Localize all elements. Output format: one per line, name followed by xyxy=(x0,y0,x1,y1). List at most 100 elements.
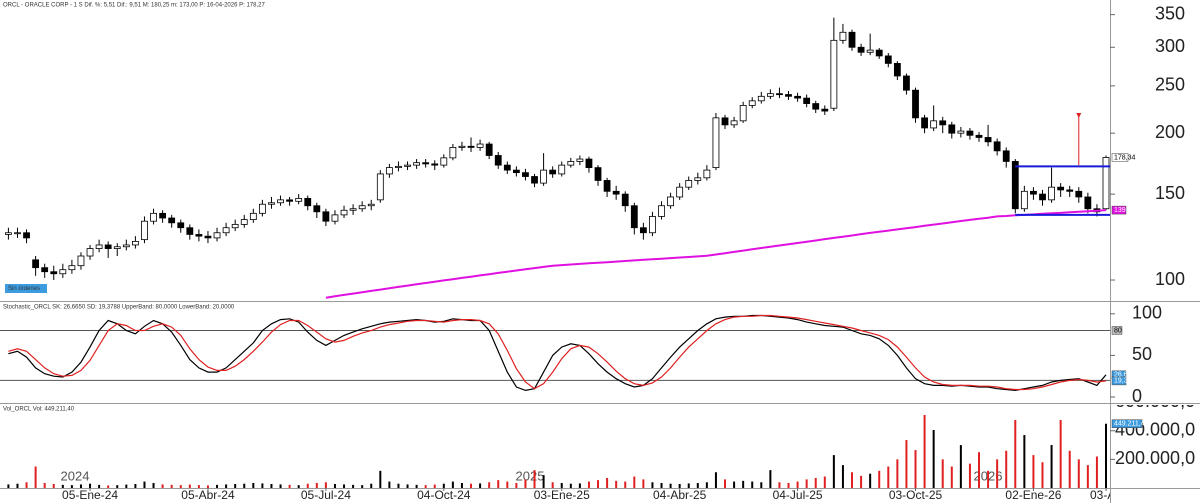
candle-body xyxy=(258,203,266,214)
volume-bar xyxy=(787,482,790,488)
volume-bar xyxy=(524,479,527,488)
volume-bar xyxy=(1105,423,1107,488)
badge-text: Sin órdenes xyxy=(8,286,40,292)
volume-bar xyxy=(479,483,482,488)
candle-body xyxy=(1066,189,1074,192)
candle-body xyxy=(295,198,303,202)
candle-body xyxy=(503,164,511,171)
badge xyxy=(5,284,47,293)
volume-bar xyxy=(696,482,699,488)
candle-body xyxy=(884,55,892,64)
volume-bar xyxy=(288,484,291,488)
candle-body xyxy=(449,147,457,159)
period-label: 2025 xyxy=(516,468,545,483)
y-tick-label: 250 xyxy=(1155,75,1185,95)
candle-body xyxy=(32,259,40,269)
candle-body xyxy=(667,196,674,207)
volume-bar xyxy=(143,481,146,488)
volume-bar xyxy=(324,482,327,488)
volume-bar xyxy=(107,485,110,488)
volume-bar xyxy=(433,484,436,488)
y-tick-label: 350 xyxy=(1155,3,1185,23)
candle-body xyxy=(422,162,430,165)
candle-body xyxy=(204,235,212,239)
volume-bar xyxy=(415,484,418,488)
volume-bar xyxy=(841,465,844,488)
volume-bar xyxy=(1032,455,1035,488)
volume-bar xyxy=(542,475,545,488)
x-tick-label: 05-Abr-24 xyxy=(181,488,235,502)
volume-bar xyxy=(733,481,736,488)
volume-bar xyxy=(624,481,627,488)
volume-bar xyxy=(406,484,409,488)
candle-body xyxy=(177,222,185,229)
date-axis: 05-Ene-24 05-Abr-24 05-Jul-24 04-Oct-24 03-E… xyxy=(62,488,1110,502)
volume-bar xyxy=(361,485,364,488)
candle-body xyxy=(1048,186,1055,201)
candle-body xyxy=(41,267,49,273)
volume-bar xyxy=(451,481,454,488)
candle-body xyxy=(5,232,12,235)
volume-bar xyxy=(1014,420,1017,488)
candle-body xyxy=(458,145,466,148)
volume-value-label-box xyxy=(1111,419,1143,428)
volume-bar xyxy=(179,485,182,488)
candle-body xyxy=(404,164,411,167)
volume-bar xyxy=(370,483,373,488)
volume-bar xyxy=(896,459,899,488)
candle-body xyxy=(395,165,402,169)
volume-bar xyxy=(379,470,382,488)
candle-body xyxy=(376,173,384,201)
volume-bar xyxy=(497,480,500,488)
candle-body xyxy=(131,240,139,246)
candle-body xyxy=(59,269,67,275)
volume-bar xyxy=(79,484,82,488)
candle-body xyxy=(186,227,194,235)
volume-bar xyxy=(887,466,890,488)
candle-body xyxy=(603,180,611,192)
candle-body xyxy=(848,31,856,48)
volume-bar xyxy=(978,452,981,488)
volume-bar xyxy=(551,482,554,488)
volume-panel: 202420252026 xyxy=(7,415,1107,488)
candle-body xyxy=(948,124,956,134)
volume-bar xyxy=(125,484,128,488)
volume-bar xyxy=(506,481,509,488)
volume-bar xyxy=(315,482,318,488)
candle-body xyxy=(50,271,58,275)
x-tick-label: 05-Jul-24 xyxy=(301,488,351,502)
candle-body xyxy=(340,209,348,216)
volume-bar xyxy=(987,470,990,488)
candle-body xyxy=(494,155,502,166)
ma-label-box xyxy=(1111,205,1127,215)
volume-bar xyxy=(98,484,101,488)
volume-bar xyxy=(306,483,309,488)
volume-title: Vol_ORCL Vol: 449.211,40 xyxy=(3,407,75,413)
volume-bar xyxy=(1095,456,1098,488)
candle-body xyxy=(703,169,711,179)
candle-body xyxy=(721,117,729,126)
volume-bar xyxy=(796,481,799,488)
stochastic-value-label: 19,38 xyxy=(1114,378,1132,385)
volume-bar xyxy=(34,466,37,488)
candle-body xyxy=(1084,196,1092,210)
candle-body xyxy=(304,198,312,207)
volume-bar xyxy=(70,485,73,488)
candle-body xyxy=(903,75,910,91)
y-tick-label: 100 xyxy=(1155,269,1185,289)
candle-body xyxy=(286,199,294,202)
candle-body xyxy=(14,232,21,235)
volume-bar xyxy=(61,484,64,488)
volume-bar xyxy=(333,483,336,488)
candle-body xyxy=(313,205,321,213)
candle-body xyxy=(168,217,176,224)
candle-body xyxy=(748,100,756,106)
volume-bar xyxy=(633,476,636,488)
y-tick-label: 600.000,0 xyxy=(1115,391,1195,411)
y-tick-label: 150 xyxy=(1155,183,1185,203)
volume-bar xyxy=(388,481,391,488)
candle-body xyxy=(104,244,112,249)
candle-body xyxy=(785,94,792,97)
